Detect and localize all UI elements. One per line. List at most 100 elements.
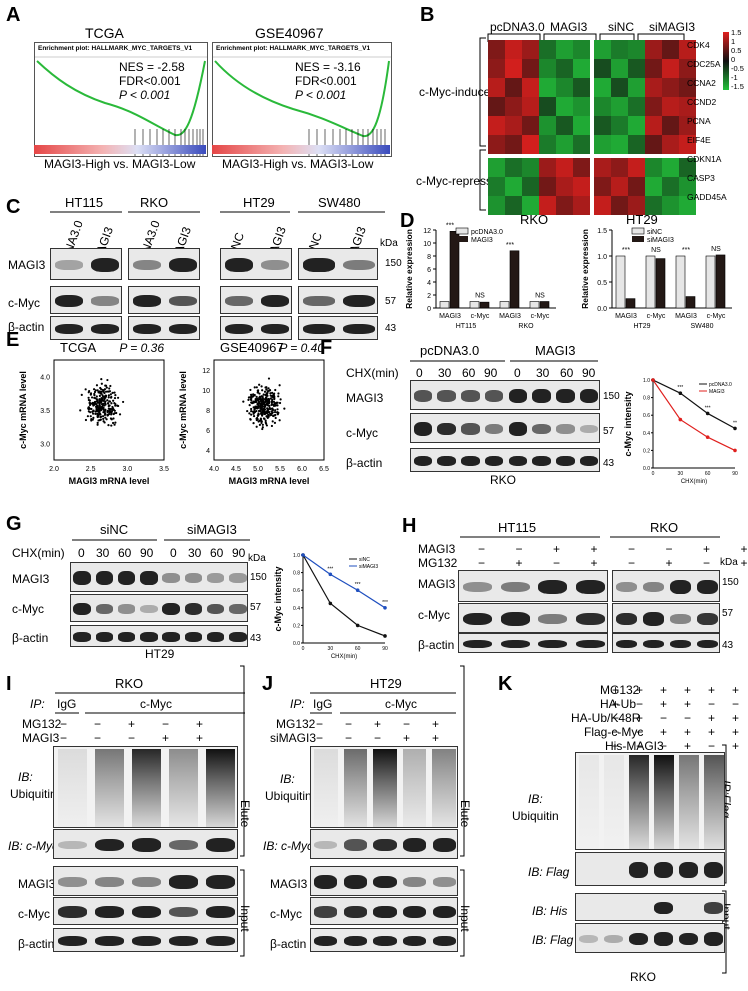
protein-band: [95, 632, 114, 642]
protein-band: [373, 905, 397, 919]
protein-band: [432, 905, 456, 919]
protein-band: [54, 260, 84, 270]
data-point: [110, 402, 113, 405]
time-label: 60: [210, 546, 224, 560]
protein-band: [343, 839, 367, 851]
treatment-sign: +: [684, 697, 692, 711]
y-tick-label: 1.5: [597, 228, 607, 235]
gene-labels: CDK4 CDC25A CCNA2 CCND2 PCNA EIF4E CDKN1…: [687, 40, 737, 212]
cell-label: RKO: [140, 195, 169, 210]
x-tick-label: 5.5: [275, 466, 285, 473]
data-point: [265, 388, 268, 391]
data-point: [105, 418, 108, 421]
protein-band: [463, 612, 493, 626]
treatment-sign: +: [703, 542, 711, 556]
protein-band: [532, 455, 551, 467]
blot-actin-rko: [612, 633, 720, 653]
data-point: [98, 394, 101, 397]
group-label: siMAGI3: [187, 522, 237, 537]
row-label: MAGI3: [418, 577, 456, 591]
blot-cmyc-ht29: [220, 286, 292, 314]
protein-band: [132, 838, 161, 852]
scale-tick: -1.5: [731, 82, 744, 91]
data-point: [255, 386, 258, 389]
data-point: [84, 418, 88, 422]
data-point: [98, 404, 101, 407]
scale-tick: 0.5: [731, 46, 742, 55]
protein-band: [168, 257, 198, 273]
data-point: [259, 409, 262, 412]
treatment-label: MG132: [276, 717, 316, 731]
kda-marker: 43: [722, 640, 734, 651]
x-tick-label: c-Myc: [707, 313, 726, 320]
data-point: [267, 398, 270, 401]
data-point: [256, 414, 260, 418]
time-label: 30: [438, 366, 452, 380]
ubiquitin-label: Ubiquitin: [512, 809, 559, 823]
blot-actin-sw480: [298, 316, 378, 340]
significance-label: NS: [475, 293, 485, 300]
series-line: [652, 379, 736, 429]
ubiquitin-smear: [653, 755, 674, 849]
data-point: [267, 377, 271, 380]
data-point: [271, 411, 274, 414]
cell-underline: [310, 692, 456, 694]
data-point: [93, 394, 96, 397]
gene-label: CDKN1A: [687, 154, 722, 164]
x-tick-label: 3.5: [159, 466, 169, 473]
treatment-sign: −: [636, 739, 644, 753]
heatmap-cell: [594, 158, 611, 177]
data-point: [88, 403, 92, 407]
treatment-sign: +: [612, 683, 620, 697]
row-label: MAGI3: [8, 258, 46, 272]
cell-label: RKO: [490, 473, 517, 487]
y-tick-label: 0.2: [643, 448, 650, 454]
x-tick-label: MAGI3: [675, 313, 697, 320]
blot-ip-cmyc: [310, 829, 458, 859]
heatmap-cell: [539, 177, 556, 196]
protein-band: [628, 862, 649, 878]
heatmap-cell: [594, 196, 611, 215]
protein-band: [538, 579, 568, 595]
data-point: [90, 402, 94, 405]
bar-control: [645, 255, 656, 309]
significance-label: ***: [705, 405, 711, 411]
x-axis-label: MAGI3 mRNA level: [69, 476, 150, 486]
ubiquitin-smear: [603, 755, 624, 849]
data-point: [264, 419, 267, 422]
heatmap-cell: [662, 177, 679, 196]
data-point: [99, 386, 102, 390]
treatment-sign: −: [636, 725, 644, 739]
protein-band: [73, 632, 91, 642]
cell-label: SW480: [318, 195, 361, 210]
data-point: [277, 392, 280, 395]
time-label: 90: [232, 546, 246, 560]
heatmap-cell: [611, 59, 628, 78]
data-point: [269, 407, 272, 411]
protein-band: [579, 424, 599, 434]
heatmap-cell: [645, 97, 662, 116]
heatmap-cell: [522, 158, 539, 177]
blot-cmyc: [70, 594, 248, 622]
heatmap-cell: [488, 116, 505, 135]
data-point: [110, 395, 113, 399]
scale-tick: -1: [731, 73, 738, 82]
protein-band: [373, 875, 397, 889]
data-point: [118, 413, 122, 416]
protein-band: [642, 639, 665, 649]
protein-band: [117, 604, 136, 614]
blot-ip-cmyc: [53, 829, 238, 859]
heatmap-cell: [628, 97, 645, 116]
heatmap-cell: [539, 59, 556, 78]
heatmap-cell: [488, 196, 505, 215]
time-label: 60: [118, 546, 132, 560]
data-point: [263, 390, 267, 393]
treatment-sign: +: [732, 711, 740, 725]
heatmap-cell: [679, 177, 696, 196]
data-point: [87, 410, 90, 413]
section-brackets: [240, 665, 245, 957]
protein-band: [314, 935, 338, 947]
data-point: [272, 414, 275, 418]
heatmap-cell: [488, 59, 505, 78]
panel-label-k: K: [498, 673, 513, 695]
